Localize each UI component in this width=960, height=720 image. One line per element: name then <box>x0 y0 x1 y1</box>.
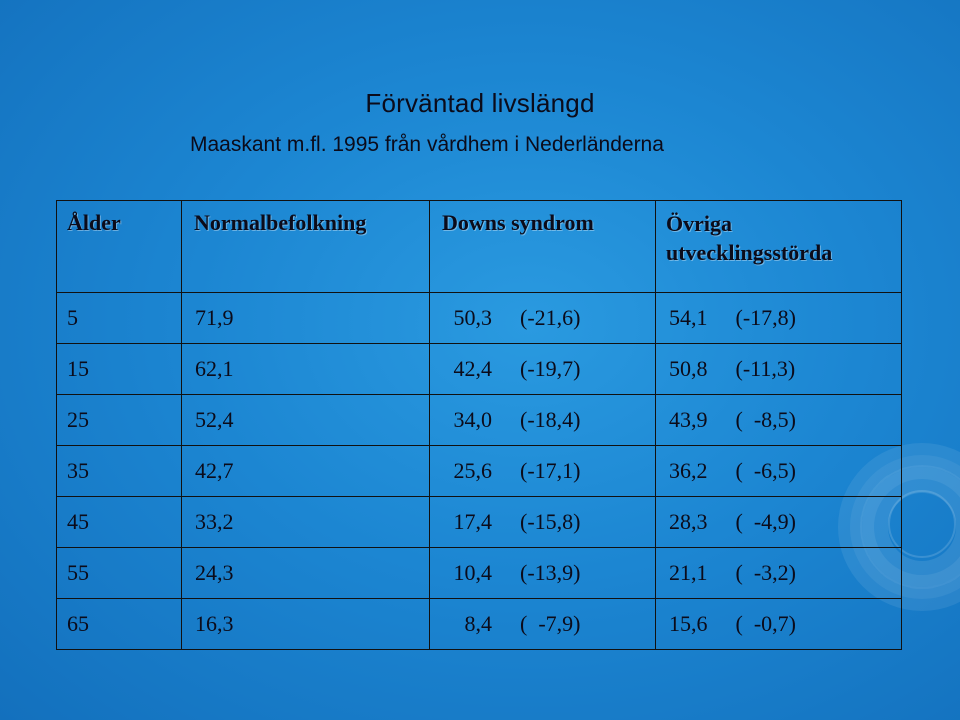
cell-age: 15 <box>56 343 182 395</box>
other-value: 50,8 <box>669 356 708 381</box>
cell-age: 5 <box>56 292 182 344</box>
table-row: 15 62,1 42,4 (-19,7) 50,8 (-11,3) <box>56 343 902 395</box>
other-difference: ( -4,9) <box>735 509 796 534</box>
normal-value: 42,7 <box>195 458 234 483</box>
downs-value: 25,6 <box>453 458 493 483</box>
cell-other: 54,1 (-17,8) <box>655 292 902 344</box>
downs-difference: (-21,6) <box>520 305 581 330</box>
normal-value: 62,1 <box>195 356 234 381</box>
header-other-disabilities: Övriga utvecklingsstörda <box>655 200 902 293</box>
cell-normal: 71,9 <box>181 292 430 344</box>
other-difference: ( -8,5) <box>735 407 796 432</box>
cell-downs: 34,0 (-18,4) <box>429 394 656 446</box>
header-normal-population: Normalbefolkning <box>181 200 430 293</box>
cell-other: 15,6 ( -0,7) <box>655 598 902 650</box>
age-value: 25 <box>67 407 89 432</box>
other-difference: ( -3,2) <box>735 560 796 585</box>
cell-other: 28,3 ( -4,9) <box>655 496 902 548</box>
slide-subtitle: Maaskant m.fl. 1995 från vårdhem i Neder… <box>190 133 664 156</box>
cell-downs: 8,4 ( -7,9) <box>429 598 656 650</box>
table-row: 45 33,2 17,4 (-15,8) 28,3 ( -4,9) <box>56 496 902 548</box>
age-value: 45 <box>67 509 89 534</box>
other-value: 36,2 <box>669 458 708 483</box>
normal-value: 71,9 <box>195 305 234 330</box>
downs-value: 17,4 <box>453 509 493 534</box>
other-value: 28,3 <box>669 509 708 534</box>
cell-age: 35 <box>56 445 182 497</box>
age-value: 5 <box>67 305 78 330</box>
normal-value: 52,4 <box>195 407 234 432</box>
cell-downs: 10,4 (-13,9) <box>429 547 656 599</box>
other-difference: ( -6,5) <box>735 458 796 483</box>
cell-normal: 42,7 <box>181 445 430 497</box>
downs-difference: (-18,4) <box>520 407 581 432</box>
downs-value: 42,4 <box>453 356 493 381</box>
other-value: 21,1 <box>669 560 708 585</box>
cell-other: 50,8 (-11,3) <box>655 343 902 395</box>
age-value: 55 <box>67 560 89 585</box>
cell-downs: 25,6 (-17,1) <box>429 445 656 497</box>
other-value: 15,6 <box>669 611 708 636</box>
table-row: 25 52,4 34,0 (-18,4) 43,9 ( -8,5) <box>56 394 902 446</box>
table-row: 65 16,3 8,4 ( -7,9) 15,6 ( -0,7) <box>56 598 902 650</box>
other-difference: (-17,8) <box>735 305 796 330</box>
downs-difference: (-17,1) <box>520 458 581 483</box>
cell-age: 45 <box>56 496 182 548</box>
life-expectancy-table: Ålder Normalbefolkning Downs syndrom Övr… <box>56 200 902 650</box>
table-row: 35 42,7 25,6 (-17,1) 36,2 ( -6,5) <box>56 445 902 497</box>
cell-normal: 52,4 <box>181 394 430 446</box>
cell-normal: 24,3 <box>181 547 430 599</box>
other-difference: (-11,3) <box>735 356 796 381</box>
cell-downs: 50,3 (-21,6) <box>429 292 656 344</box>
downs-value: 34,0 <box>453 407 493 432</box>
normal-value: 16,3 <box>195 611 234 636</box>
cell-age: 65 <box>56 598 182 650</box>
other-value: 54,1 <box>669 305 708 330</box>
cell-downs: 17,4 (-15,8) <box>429 496 656 548</box>
downs-difference: ( -7,9) <box>520 611 581 636</box>
slide-title: Förväntad livslängd <box>365 88 595 118</box>
cell-normal: 62,1 <box>181 343 430 395</box>
cell-normal: 33,2 <box>181 496 430 548</box>
downs-difference: (-13,9) <box>520 560 581 585</box>
downs-value: 10,4 <box>453 560 493 585</box>
downs-difference: (-19,7) <box>520 356 581 381</box>
cell-other: 43,9 ( -8,5) <box>655 394 902 446</box>
normal-value: 33,2 <box>195 509 234 534</box>
other-difference: ( -0,7) <box>735 611 796 636</box>
cell-normal: 16,3 <box>181 598 430 650</box>
cell-downs: 42,4 (-19,7) <box>429 343 656 395</box>
table-row: 5 71,9 50,3 (-21,6) 54,1 (-17,8) <box>56 292 902 344</box>
header-downs-syndrome: Downs syndrom <box>429 200 656 293</box>
age-value: 15 <box>67 356 89 381</box>
normal-value: 24,3 <box>195 560 234 585</box>
cell-other: 21,1 ( -3,2) <box>655 547 902 599</box>
table-row: 55 24,3 10,4 (-13,9) 21,1 ( -3,2) <box>56 547 902 599</box>
downs-value: 50,3 <box>453 305 493 330</box>
downs-value: 8,4 <box>464 611 493 636</box>
cell-age: 55 <box>56 547 182 599</box>
header-age: Ålder <box>56 200 182 293</box>
cell-age: 25 <box>56 394 182 446</box>
cell-other: 36,2 ( -6,5) <box>655 445 902 497</box>
other-value: 43,9 <box>669 407 708 432</box>
age-value: 35 <box>67 458 89 483</box>
table-header-row: Ålder Normalbefolkning Downs syndrom Övr… <box>56 200 902 293</box>
downs-difference: (-15,8) <box>520 509 581 534</box>
age-value: 65 <box>67 611 89 636</box>
